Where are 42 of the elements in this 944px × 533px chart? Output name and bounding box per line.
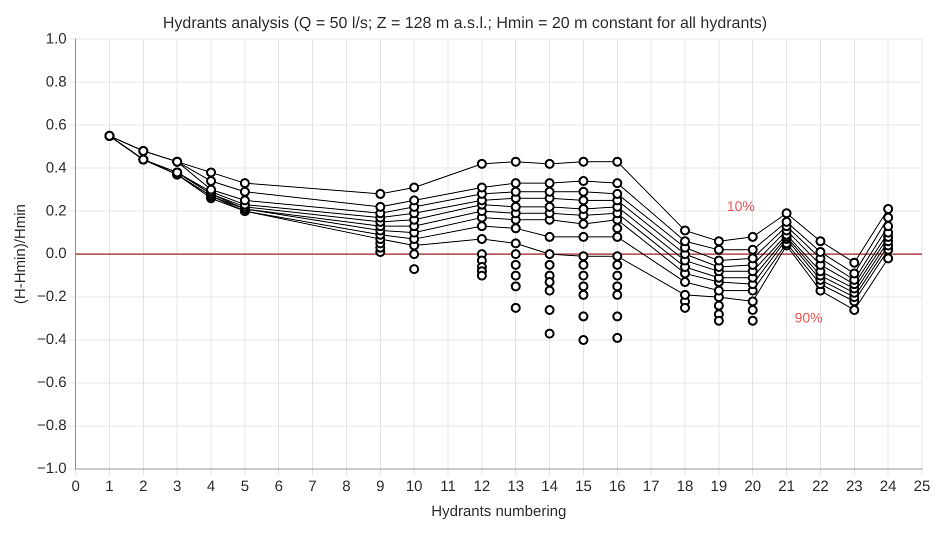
- x-tick-label: 25: [914, 478, 930, 496]
- x-tick-label: 5: [240, 478, 250, 496]
- x-tick-label: 9: [376, 478, 384, 496]
- x-tick-label: 11: [440, 478, 456, 496]
- x-tick-label: 8: [342, 478, 351, 496]
- x-tick-label: 2: [139, 478, 148, 496]
- x-tick-label: 17: [642, 478, 660, 496]
- x-tick-label: 3: [173, 478, 182, 496]
- y-tick-label: 0.2: [46, 202, 67, 220]
- y-tick-label: −1.0: [36, 460, 67, 478]
- x-tick-label: 22: [812, 478, 829, 496]
- y-tick-label: 1.0: [46, 30, 67, 48]
- x-tick-label: 6: [274, 478, 283, 496]
- x-tick-label: 14: [541, 478, 558, 496]
- x-tick-label: 4: [206, 478, 216, 496]
- y-tick-label: −0.8: [36, 417, 67, 434]
- annotation: 90%: [794, 309, 823, 326]
- y-tick-label: −0.4: [36, 331, 67, 348]
- x-tick-label: 12: [474, 478, 490, 496]
- x-tick-label: 0: [71, 478, 80, 496]
- y-tick-label: −0.2: [36, 288, 67, 306]
- y-tick-label: 0.0: [46, 245, 67, 262]
- x-tick-label: 1: [105, 478, 114, 496]
- x-tick-label: 20: [744, 478, 762, 496]
- annotation: 10%: [726, 198, 755, 214]
- x-tick-label: 18: [676, 478, 694, 496]
- x-tick-label: 16: [608, 478, 626, 496]
- y-tick-label: 0.6: [46, 116, 67, 134]
- y-axis-title: (H-Hmin)/Hmin: [12, 204, 30, 304]
- x-tick-label: 19: [710, 478, 728, 496]
- chart-title: Hydrants analysis (Q = 50 l/s; Z = 128 m a.s.l.; Hmin = 20 m constant for all hydrants): [162, 15, 768, 32]
- x-tick-label: 15: [575, 478, 592, 496]
- y-tick-label: 0.8: [46, 73, 67, 90]
- x-tick-label: 10: [406, 478, 423, 496]
- y-tick-label: −0.6: [36, 374, 67, 392]
- y-tick-label: 0.4: [46, 159, 67, 176]
- x-tick-label: 13: [507, 478, 524, 496]
- x-tick-label: 7: [308, 478, 317, 496]
- x-axis-title: Hydrants numbering: [431, 503, 566, 520]
- x-tick-label: 24: [880, 478, 896, 496]
- x-tick-label: 21: [778, 478, 795, 496]
- x-tick-label: 23: [846, 478, 863, 496]
